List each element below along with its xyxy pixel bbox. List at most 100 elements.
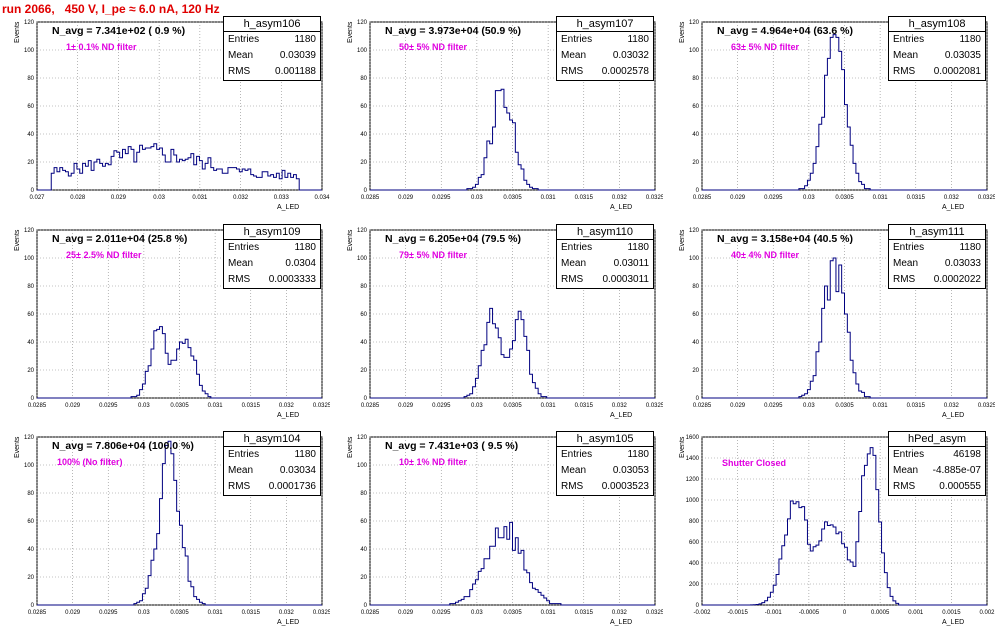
stats-rms-value: 0.0002022 (933, 274, 981, 285)
y-tick-label: 100 (24, 256, 35, 262)
stats-row-entries: Entries 1180 (889, 240, 985, 256)
stats-entries-value: 1180 (627, 449, 649, 460)
stats-mean-label: Mean (561, 258, 587, 269)
stats-mean-label: Mean (561, 465, 587, 476)
stats-entries-label: Entries (561, 242, 593, 253)
stats-entries-value: 1180 (959, 242, 981, 253)
y-tick-label: 80 (27, 491, 34, 497)
navg-label: N_avg = 7.431e+03 ( 9.5 %) (385, 440, 519, 452)
histogram-name: h_asym111 (889, 225, 985, 240)
histogram-panel: 0.0285 0.029 0.0295 0.03 0.0305 0.031 0.0315 0.… (0, 430, 330, 635)
x-tick-label: 0.0285 (361, 403, 380, 409)
x-tick-label: 0.0325 (313, 403, 330, 409)
y-axis-label: Events (14, 229, 21, 251)
stats-entries-label: Entries (561, 34, 593, 45)
y-tick-label: 60 (692, 104, 699, 110)
y-axis-label: Events (679, 229, 686, 251)
y-tick-label: 20 (360, 368, 367, 374)
stats-row-mean: Mean 0.03039 (224, 48, 320, 64)
y-tick-label: 40 (692, 340, 699, 346)
stats-row-rms: RMS 0.0003333 (224, 272, 320, 288)
stats-row-mean: Mean 0.0304 (224, 256, 320, 272)
stats-row-entries: Entries 1180 (224, 32, 320, 48)
stats-entries-value: 1180 (627, 242, 649, 253)
x-tick-label: 0.0325 (646, 195, 663, 201)
stats-row-mean: Mean 0.03032 (557, 48, 653, 64)
filter-label: Shutter Closed (722, 458, 787, 468)
x-tick-label: 0.027 (29, 195, 45, 201)
x-tick-label: 0.031 (541, 610, 557, 616)
x-tick-label: 0.028 (70, 195, 86, 201)
y-tick-label: 20 (360, 160, 367, 166)
y-axis-label: Events (679, 436, 686, 458)
histogram-name: h_asym104 (224, 432, 320, 447)
histogram-name: h_asym105 (557, 432, 653, 447)
x-tick-label: 0.03 (138, 403, 150, 409)
stats-rms-value: 0.000555 (939, 481, 981, 492)
y-tick-label: 40 (27, 547, 34, 553)
x-axis-label: A_LED (277, 619, 300, 626)
x-axis-label: A_LED (610, 412, 633, 419)
stats-box: h_asym106 Entries 1180 Mean 0.03039 RMS 0.0011… (223, 16, 321, 81)
x-tick-label: 0.03 (471, 195, 483, 201)
stats-rms-label: RMS (228, 274, 251, 285)
stats-mean-label: Mean (228, 258, 254, 269)
y-tick-label: 20 (692, 368, 699, 374)
stats-box: h_asym109 Entries 1180 Mean 0.0304 RMS 0.00033… (223, 224, 321, 289)
stats-row-mean: Mean 0.03033 (889, 256, 985, 272)
stats-rms-label: RMS (561, 274, 584, 285)
x-tick-label: 0.032 (612, 403, 628, 409)
y-tick-label: 1600 (686, 435, 700, 441)
x-tick-label: 0.0325 (646, 610, 663, 616)
y-tick-label: 80 (27, 76, 34, 82)
stats-row-rms: RMS 0.0003011 (557, 272, 653, 288)
x-tick-label: 0.03 (471, 403, 483, 409)
x-tick-label: 0.0315 (575, 403, 594, 409)
y-tick-label: 80 (360, 284, 367, 290)
x-tick-label: 0.029 (111, 195, 127, 201)
y-tick-label: 100 (24, 463, 35, 469)
y-tick-label: 1000 (686, 498, 700, 504)
stats-mean-value: 0.03034 (279, 465, 316, 476)
y-tick-label: 80 (360, 76, 367, 82)
stats-rms-value: 0.0003011 (602, 274, 649, 285)
y-tick-label: 40 (360, 547, 367, 553)
x-tick-label: 0.0305 (835, 195, 854, 201)
stats-row-rms: RMS 0.000555 (889, 479, 985, 495)
stats-rms-value: 0.0001736 (268, 481, 316, 492)
histogram-name: h_asym110 (557, 225, 653, 240)
stats-row-mean: Mean 0.03035 (889, 48, 985, 64)
x-tick-label: 0.0285 (28, 610, 47, 616)
stats-box: hPed_asym Entries 46198 Mean -4.885e-07 RMS 0.… (888, 431, 986, 496)
x-tick-label: 0.032 (279, 403, 295, 409)
y-tick-label: 100 (24, 48, 35, 54)
x-axis-label: A_LED (610, 204, 633, 211)
stats-entries-label: Entries (561, 449, 593, 460)
stats-box: h_asym110 Entries 1180 Mean 0.03011 RMS 0.0003… (556, 224, 654, 289)
x-tick-label: 0.032 (612, 610, 628, 616)
stats-rms-label: RMS (893, 481, 916, 492)
y-axis-label: Events (14, 21, 21, 43)
stats-entries-value: 1180 (959, 34, 981, 45)
y-tick-label: 60 (360, 519, 367, 525)
x-tick-label: 0.0285 (693, 195, 712, 201)
stats-box: h_asym107 Entries 1180 Mean 0.03032 RMS 0.0002… (556, 16, 654, 81)
stats-box: h_asym108 Entries 1180 Mean 0.03035 RMS 0.0002… (888, 16, 986, 81)
y-tick-label: 60 (27, 519, 34, 525)
stats-row-entries: Entries 1180 (224, 447, 320, 463)
x-tick-label: 0.0315 (575, 610, 594, 616)
x-tick-label: 0.0305 (503, 610, 522, 616)
stats-box: h_asym111 Entries 1180 Mean 0.03033 RMS 0.0002… (888, 224, 986, 289)
y-tick-label: 600 (689, 540, 700, 546)
stats-rms-label: RMS (228, 481, 251, 492)
x-axis-label: A_LED (610, 619, 633, 626)
histogram-line (370, 307, 655, 399)
filter-label: 10± 1% ND filter (399, 457, 467, 467)
y-axis-label: Events (679, 21, 686, 43)
x-tick-label: 0.031 (208, 403, 224, 409)
stats-mean-value: 0.03053 (612, 465, 649, 476)
stats-row-entries: Entries 1180 (557, 447, 653, 463)
stats-entries-value: 46198 (953, 449, 981, 460)
filter-label: 25± 2.5% ND filter (66, 250, 142, 260)
x-tick-label: 0.0305 (170, 403, 189, 409)
